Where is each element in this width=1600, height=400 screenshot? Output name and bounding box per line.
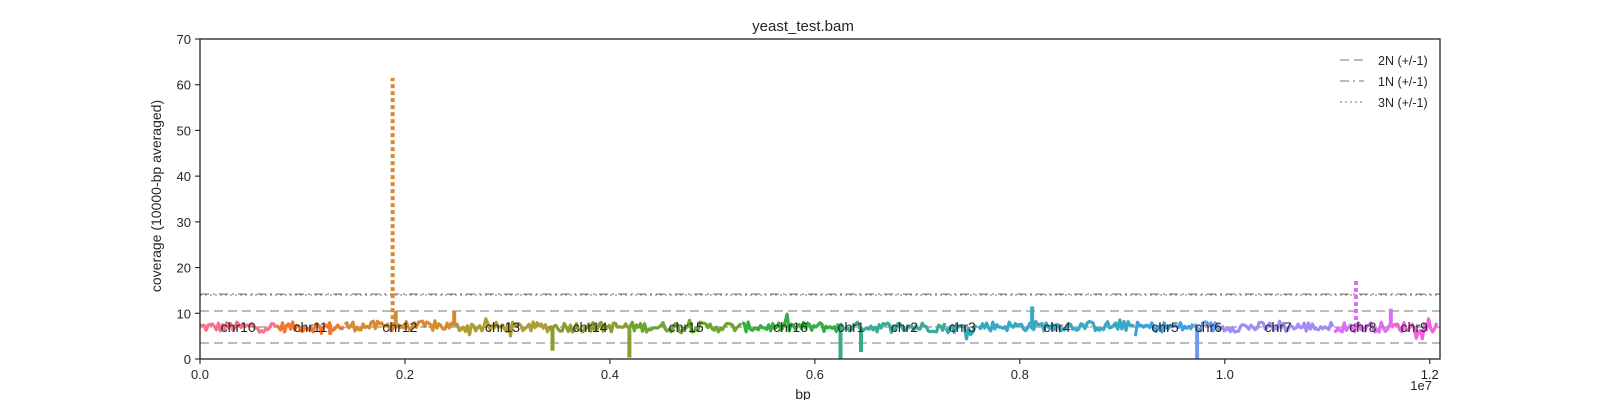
series-chr4: chr4 xyxy=(977,306,1136,335)
chromosome-label-chr11: chr11 xyxy=(294,319,328,335)
y-tick-label-3: 30 xyxy=(177,215,191,230)
chromosome-label-chr10: chr10 xyxy=(221,319,256,335)
chromosome-label-chr4: chr4 xyxy=(1043,319,1070,335)
x-tick-label-1: 0.2 xyxy=(396,367,414,382)
coverage-trace-chr16 xyxy=(741,312,840,334)
x-tick-label-5: 1.0 xyxy=(1216,367,1234,382)
x-tick-label-3: 0.6 xyxy=(806,367,824,382)
chromosome-label-chr3: chr3 xyxy=(949,319,976,335)
chromosome-label-chr8: chr8 xyxy=(1349,319,1376,335)
coverage-trace-chr14 xyxy=(548,320,631,334)
coverage-trace-chr13 xyxy=(454,317,551,338)
chromosome-label-chr16: chr16 xyxy=(773,319,808,335)
x-tick-label-4: 0.8 xyxy=(1011,367,1029,382)
coverage-trace-chr7 xyxy=(1220,319,1335,334)
chromosome-label-chr7: chr7 xyxy=(1265,319,1292,335)
series-chr9: chr9 xyxy=(1390,317,1439,341)
y-axis-label: coverage (10000-bp averaged) xyxy=(148,100,164,292)
coverage-trace-chr2 xyxy=(861,321,947,334)
coverage-trace-chr5 xyxy=(1133,320,1195,337)
chart-title: yeast_test.bam xyxy=(752,18,854,35)
chromosome-label-chr13: chr13 xyxy=(485,319,520,335)
coverage-series: chr10 chr11 chr12 chr13 chr14 chr15 chr16 chr1 c… xyxy=(200,77,1439,359)
coverage-trace-chr4 xyxy=(977,318,1136,333)
chromosome-label-chr5: chr5 xyxy=(1151,319,1178,335)
coverage-trace-chr15 xyxy=(628,318,743,335)
chromosome-label-chr12: chr12 xyxy=(382,319,417,335)
chromosome-label-chr9: chr9 xyxy=(1401,319,1428,335)
y-tick-label-1: 10 xyxy=(177,306,191,321)
plot-area: chr10 chr11 chr12 chr13 chr14 chr15 chr16 chr1 c… xyxy=(177,32,1441,382)
legend-label-0: 2N (+/-1) xyxy=(1378,54,1428,68)
y-tick-label-6: 60 xyxy=(177,78,191,93)
x-axis-multiplier: 1e7 xyxy=(1410,378,1432,393)
series-chr10: chr10 xyxy=(200,319,278,335)
chart-labels: yeast_test.bam bp 1e7 coverage (10000-bp… xyxy=(148,18,1432,400)
series-chr8: chr8 xyxy=(1333,279,1393,335)
x-axis-label: bp xyxy=(795,386,811,400)
x-tick-label-0: 0.0 xyxy=(191,367,209,382)
series-chr14: chr14 xyxy=(548,319,632,358)
coverage-trace-chr1 xyxy=(838,320,864,333)
y-tick-label-4: 40 xyxy=(177,169,191,184)
series-chr6: chr6 xyxy=(1193,319,1223,359)
y-tick-label-0: 0 xyxy=(184,352,191,367)
series-chr2: chr2 xyxy=(861,319,947,335)
coverage-trace-chr12 xyxy=(343,319,454,333)
series-chr16: chr16 xyxy=(741,312,840,335)
coverage-trace-chr3 xyxy=(944,322,978,341)
chromosome-label-chr6: chr6 xyxy=(1195,319,1222,335)
y-tick-label-2: 20 xyxy=(177,261,191,276)
x-tick-label-6: 1.2 xyxy=(1421,367,1439,382)
series-chr15: chr15 xyxy=(628,318,743,335)
legend: 2N (+/-1) 1N (+/-1) 3N (+/-1) xyxy=(1340,54,1428,110)
series-chr5: chr5 xyxy=(1133,319,1195,337)
chromosome-label-chr2: chr2 xyxy=(891,319,918,335)
series-chr11: chr11 xyxy=(275,319,346,335)
coverage-trace-chr9 xyxy=(1390,317,1439,341)
legend-label-2: 3N (+/-1) xyxy=(1378,96,1428,110)
series-chr7: chr7 xyxy=(1220,319,1335,335)
legend-label-1: 1N (+/-1) xyxy=(1378,75,1428,89)
chromosome-label-chr14: chr14 xyxy=(573,319,608,335)
chromosome-label-chr15: chr15 xyxy=(669,319,704,335)
coverage-trace-chr8 xyxy=(1333,320,1393,334)
coverage-trace-chr11 xyxy=(275,320,346,335)
series-chr1: chr1 xyxy=(837,319,865,359)
coverage-trace-chr10 xyxy=(200,320,278,334)
series-chr13: chr13 xyxy=(454,317,551,338)
series-chr12: chr12 xyxy=(343,77,457,335)
chromosome-label-chr1: chr1 xyxy=(837,319,864,335)
y-tick-label-7: 70 xyxy=(177,32,191,47)
x-tick-label-2: 0.4 xyxy=(601,367,619,382)
y-tick-label-5: 50 xyxy=(177,123,191,138)
series-chr3: chr3 xyxy=(944,319,978,341)
plot-frame xyxy=(199,38,1441,360)
